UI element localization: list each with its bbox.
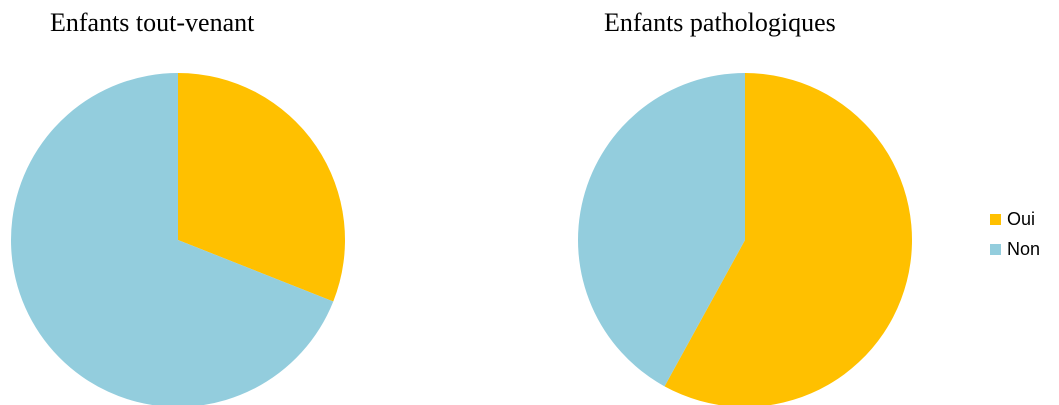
pie-slice-non xyxy=(577,73,745,387)
chart-title-tout-venant: Enfants tout-venant xyxy=(50,8,255,37)
legend-item-non: Non xyxy=(990,234,1040,264)
pie-slice-oui xyxy=(664,73,912,405)
legend: Oui Non xyxy=(990,204,1040,264)
pie-slice-oui xyxy=(178,73,345,302)
legend-swatch-oui xyxy=(990,213,1001,225)
legend-item-oui: Oui xyxy=(990,204,1040,234)
pie-slice-non xyxy=(11,73,334,405)
legend-swatch-non xyxy=(990,243,1001,255)
pie-tout-venant xyxy=(11,73,345,405)
legend-label-oui: Oui xyxy=(1007,208,1036,229)
chart-title-pathologiques: Enfants pathologiques xyxy=(604,8,836,37)
pie-pathologiques xyxy=(577,73,912,405)
legend-label-non: Non xyxy=(1007,238,1041,259)
